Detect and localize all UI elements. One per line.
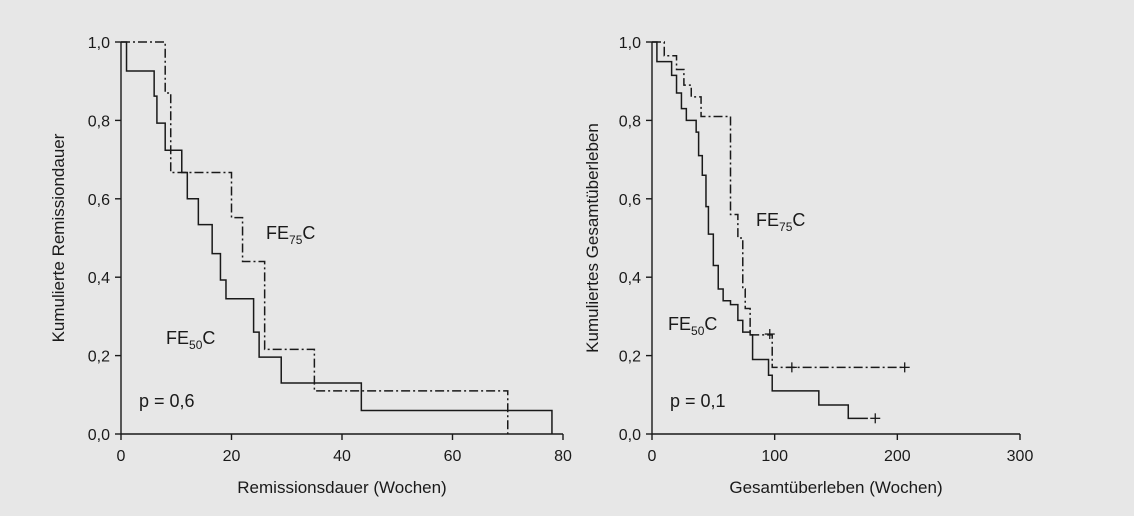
x-tick-label: 0: [648, 448, 657, 465]
y-tick-label: 0,8: [619, 113, 641, 130]
x-tick-label: 200: [884, 448, 911, 465]
x-axis-label: Remissionsdauer (Wochen): [237, 478, 446, 497]
series-label-FE50C: FE50C: [668, 314, 717, 338]
y-tick-label: 0,2: [619, 349, 641, 366]
x-tick-label: 60: [444, 448, 462, 465]
series-line-FE50C: [121, 41, 553, 434]
x-tick-label: 0: [117, 448, 126, 465]
x-tick-label: 100: [761, 448, 788, 465]
series-label-FE75C: FE75C: [756, 210, 805, 234]
y-tick-label: 0,2: [88, 349, 110, 366]
x-tick-label: 300: [1007, 448, 1034, 465]
y-tick-label: 0,4: [88, 270, 110, 287]
y-tick-label: 0,0: [619, 427, 641, 444]
series-label-FE75C: FE75C: [266, 223, 315, 247]
y-axis-label: Kumulierte Remissiondauer: [49, 133, 68, 342]
x-tick-label: 40: [333, 448, 351, 465]
y-tick-label: 0,0: [88, 427, 110, 444]
y-axis-label: Kumuliertes Gesamtüberleben: [583, 123, 602, 353]
x-tick-label: 80: [554, 448, 572, 465]
series-line-FE50C: [652, 41, 868, 420]
y-tick-label: 0,6: [88, 192, 110, 209]
y-tick-label: 1,0: [88, 35, 110, 52]
chart-2: 0 100 200 300 0,0 0,2 0,4 0,6 0,8 1,0 Gesamtüberle…: [583, 35, 1033, 497]
series-label-FE50C: FE50C: [166, 328, 215, 352]
series-line-FE75C: [652, 41, 905, 369]
series-line-FE75C: [121, 41, 509, 434]
y-tick-label: 0,4: [619, 270, 641, 287]
chart-1: 0 20 40 60 80 0,0 0,2 0,4 0,6 0,8 1,0 Remissionsdau…: [49, 35, 572, 497]
y-tick-label: 0,8: [88, 113, 110, 130]
y-tick-label: 1,0: [619, 35, 641, 52]
p-value-annotation: p = 0,6: [139, 391, 195, 411]
p-value-annotation: p = 0,1: [670, 391, 726, 411]
x-tick-label: 20: [223, 448, 241, 465]
y-tick-label: 0,6: [619, 192, 641, 209]
x-axis-label: Gesamtüberleben (Wochen): [729, 478, 942, 497]
